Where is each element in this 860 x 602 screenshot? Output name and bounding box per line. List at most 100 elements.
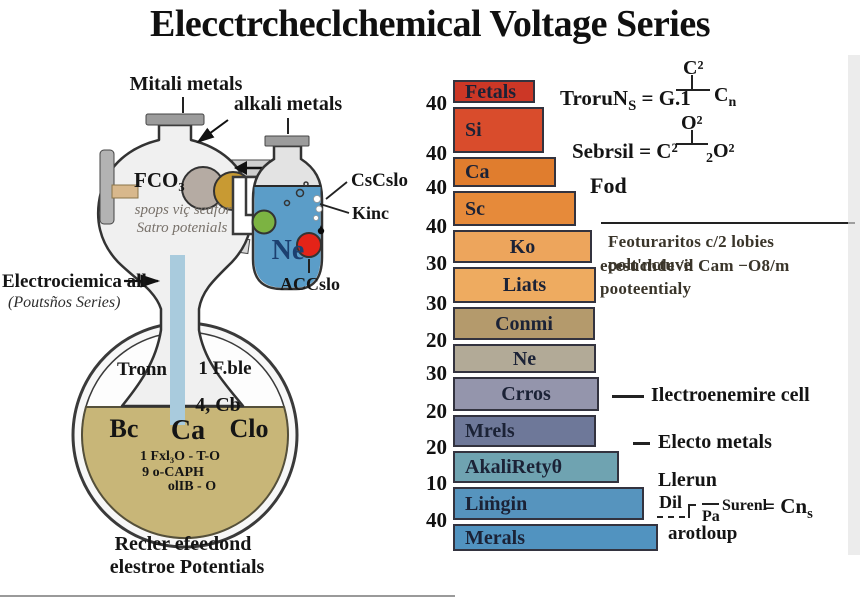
chart-bar-Sc: Sc <box>453 191 576 226</box>
cscslo-pointer <box>325 181 348 200</box>
chart-bar-Mrels: Mrels <box>453 415 596 447</box>
chart-bar-label: Liats <box>502 274 547 296</box>
chart-bar-Crros: Crros <box>453 377 599 411</box>
right-flask-cap <box>264 135 310 147</box>
bar-chart: Fetals 40 Si 40 Ca 40 Sc 40 Ko 30 Liats 30 Conmi 20 Ne… <box>426 80 753 555</box>
formula1-main: TroruNS = G.1 <box>560 86 691 115</box>
formula2-bar <box>676 143 708 145</box>
axis-tick: 40 <box>426 175 447 199</box>
chart-bar-Conmi: Conmi <box>453 307 595 340</box>
kinc-pointer <box>319 203 350 214</box>
blue-liquid <box>254 186 321 288</box>
formula2-o2: O² <box>713 140 735 162</box>
llerun-label: Llerun <box>658 469 717 491</box>
liquid-text-1: 4, Cb <box>195 394 241 416</box>
corner-vline <box>688 504 690 518</box>
chart-bar-label: Crros <box>501 383 551 405</box>
axis-tick: 10 <box>426 471 447 495</box>
chart-bar-label: Conmi <box>495 312 553 335</box>
cns-label: = Cns <box>763 494 813 523</box>
chart-bar-label: Ko <box>509 235 536 258</box>
liquid-ca: Ca <box>171 415 205 446</box>
axis-tick: 30 <box>426 361 447 385</box>
legend-metals-line <box>633 442 650 445</box>
liquid-clo: Clo <box>230 414 269 443</box>
formula2-top: O² <box>681 112 703 134</box>
note-line-2: ecesuchde /il Cam −O8/m pooteentialy <box>600 256 790 298</box>
formula1-bar <box>676 89 710 91</box>
green-electrode <box>251 209 277 235</box>
clamp-bar <box>111 184 139 199</box>
formula1-base: TroruN <box>560 86 629 110</box>
chart-bar-label: Liṁgin <box>465 492 528 515</box>
edge-streak <box>848 55 860 555</box>
legend-metals-label: Electo metals <box>658 431 772 453</box>
note-rule <box>601 222 855 224</box>
dil-label: Dil <box>659 492 683 512</box>
chart-bar-label: Sc <box>465 197 485 220</box>
bubble <box>283 199 291 207</box>
formula1-eq: = G.1 <box>636 86 691 110</box>
bubble <box>295 188 305 198</box>
white-dot <box>315 205 323 213</box>
inner-tube <box>170 255 185 425</box>
white-dot <box>313 215 319 221</box>
chart-bar-label: Si <box>465 119 482 141</box>
formula2-vline <box>691 130 693 143</box>
chart-bar-Si: Si <box>453 107 544 153</box>
axis-tick: 20 <box>426 399 447 423</box>
dashed-line <box>657 516 685 518</box>
cns-base: = Cn <box>763 494 808 518</box>
arotloup-label: arotloup <box>668 523 738 544</box>
note-line-1: Feoturaritos c/2 lobies polt'nctuve <box>608 232 775 274</box>
chart-bar-label: Ne <box>512 347 537 370</box>
droplet-tip <box>317 227 325 235</box>
formula2-sub: 2 <box>706 151 713 166</box>
formula1-right-sub: n <box>728 95 737 110</box>
liquid-formula-1: 1 Fxl₃O - T-O <box>140 449 220 464</box>
red-electrode <box>296 232 322 258</box>
flask-note-1: spops viç seafor <box>135 202 232 218</box>
formula2-main: Sebrsil = C² <box>572 139 678 163</box>
formula1-top: C² <box>683 57 704 79</box>
ne-label: Ne <box>272 235 305 266</box>
caption-line-2: elestroe Potentials <box>110 556 265 578</box>
chart-bar-Merals: Merals <box>453 524 658 551</box>
label-kinc: Kinc <box>352 203 389 223</box>
tan-liquid <box>81 406 289 539</box>
cns-sub: s <box>807 506 813 523</box>
liquid-formula-3: olIB - O <box>168 479 216 494</box>
chart-bar-label: Mrels <box>465 420 515 442</box>
legend-cell-line <box>612 395 644 398</box>
liquid-formula-2: 9 o-CAPH <box>142 465 204 480</box>
axis-tick: 40 <box>426 214 447 238</box>
axis-tick: 30 <box>426 291 447 315</box>
formula1-vline <box>691 75 693 89</box>
surenl-label: Surenl <box>722 497 768 514</box>
axis-tick: 20 <box>426 435 447 459</box>
bulb-label-right: 1 F.ble <box>198 358 251 379</box>
white-dot <box>313 195 321 203</box>
side-label-2: (Poutsños Series) <box>8 294 120 311</box>
chart-bar-Ne: Ne <box>453 344 596 373</box>
label-accslo: ACCslo <box>280 274 340 294</box>
caption-line-1: Recler efeedond <box>115 533 252 555</box>
page-title: Elecctrcheclchemical Voltage Series <box>149 3 711 45</box>
axis-tick: 40 <box>426 91 447 115</box>
alkali-arrow <box>196 119 229 144</box>
bubble <box>303 181 309 187</box>
formula1-sub: S <box>628 98 637 115</box>
edge-line <box>0 595 455 597</box>
fod-label: Fod <box>590 173 627 198</box>
formula1-right-base: C <box>714 84 729 106</box>
flask-formula: FCO₃ <box>134 168 185 192</box>
pa-label: Pa <box>702 508 720 525</box>
chart-bar-Liṁgin: Liṁgin <box>453 487 644 520</box>
flask-note-2: Satro potenials <box>137 220 228 236</box>
axis-tick: 40 <box>426 508 447 532</box>
surenl-dash <box>702 503 719 505</box>
chart-bar-Ca: Ca <box>453 157 556 187</box>
corner-hline <box>688 504 696 506</box>
axis-tick: 40 <box>426 141 447 165</box>
label-alkali: alkali metals <box>234 93 343 115</box>
